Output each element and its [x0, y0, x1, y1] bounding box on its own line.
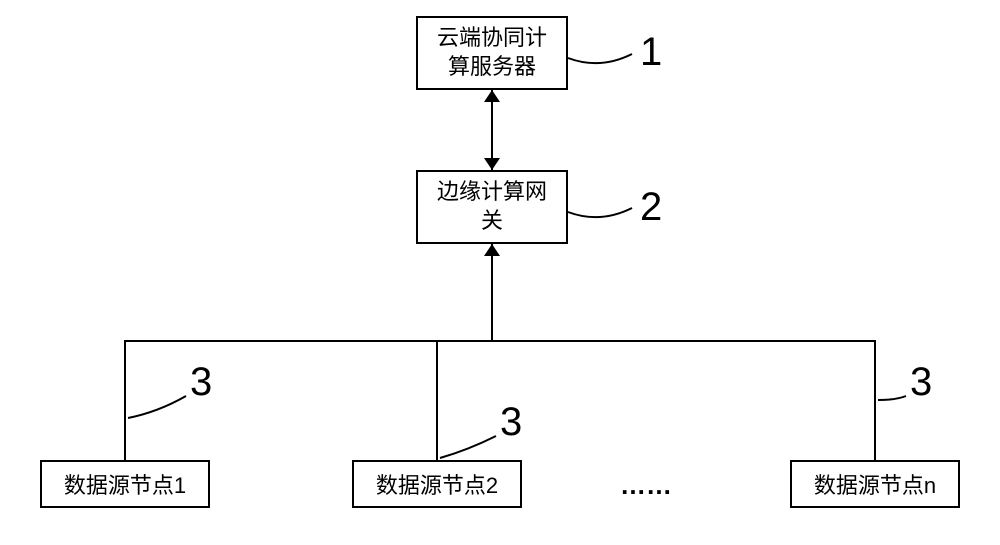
leader-3c	[0, 0, 1000, 545]
